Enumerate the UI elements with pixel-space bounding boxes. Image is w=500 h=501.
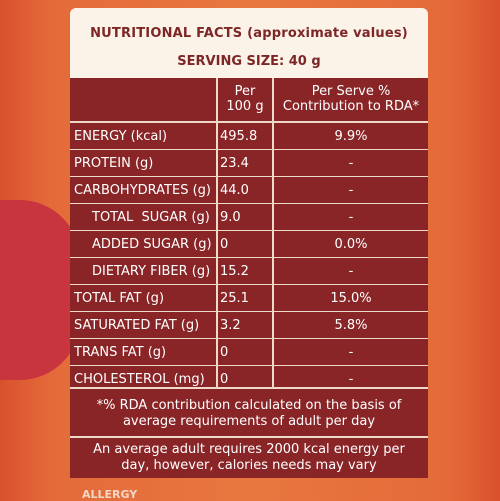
nutrition-table: Per 100 g Per Serve % Contribution to RD… (70, 78, 428, 478)
table-row: ENERGY (kcal) 495.8 9.9% (70, 123, 428, 150)
col-header-rda-line1: Per Serve % (311, 84, 391, 99)
col-header-rda-line2: Contribution to RDA* (282, 99, 420, 114)
rda-value: - (348, 183, 354, 198)
per100-value: 25.1 (220, 291, 249, 306)
per100-value: 3.2 (220, 318, 241, 333)
table-row: PROTEIN (g) 23.4 - (70, 150, 428, 177)
per100-value: 9.0 (220, 210, 241, 225)
nutrient-label: ENERGY (kcal) (74, 129, 168, 144)
table-row: CHOLESTEROL (mg) 0 - (70, 366, 428, 393)
grid-line (70, 436, 428, 438)
rda-note: *% RDA contribution calculated on the ba… (78, 398, 420, 430)
grid-line (70, 365, 428, 366)
rda-note-line1: *% RDA contribution calculated on the ba… (96, 398, 402, 413)
nutrient-label: CHOLESTEROL (mg) (74, 372, 205, 387)
nutrient-label: SATURATED FAT (g) (74, 318, 200, 333)
rda-value: 0.0% (334, 237, 368, 252)
rda-value: 9.9% (334, 129, 368, 144)
nutrient-label: DIETARY FIBER (g) (92, 264, 211, 279)
per100-value: 0 (220, 372, 229, 387)
energy-note: An average adult requires 2000 kcal ener… (78, 442, 420, 474)
allergy-heading-partial: ALLERGY (82, 488, 138, 501)
grid-line (70, 176, 428, 177)
per100-value: 0 (220, 345, 229, 360)
rda-value: - (348, 210, 354, 225)
per100-value: 15.2 (220, 264, 249, 279)
col-header-per100: Per 100 g (218, 84, 272, 114)
grid-line (70, 338, 428, 339)
nutrition-header: NUTRITIONAL FACTS (approximate values) S… (70, 8, 428, 78)
rda-value: - (348, 372, 354, 387)
grid-line (70, 149, 428, 150)
rda-value: 15.0% (330, 291, 372, 306)
col-header-per100-line2: 100 g (226, 99, 264, 114)
rda-value: - (348, 264, 354, 279)
nutrient-label: TRANS FAT (g) (74, 345, 167, 360)
table-row: TRANS FAT (g) 0 - (70, 339, 428, 366)
grid-line (70, 311, 428, 312)
nutrient-label: TOTAL FAT (g) (74, 291, 165, 306)
col-header-per100-line1: Per (234, 84, 256, 99)
grid-line (70, 230, 428, 231)
table-row: TOTAL SUGAR (g) 9.0 - (70, 204, 428, 231)
per100-value: 495.8 (220, 129, 258, 144)
rda-value: - (348, 345, 354, 360)
grid-line (216, 78, 218, 388)
energy-note-line2: day, however, calories needs may vary (121, 458, 377, 473)
table-row: ADDED SUGAR (g) 0 0.0% (70, 231, 428, 258)
nutrient-label: PROTEIN (g) (74, 156, 154, 171)
per100-value: 0 (220, 237, 229, 252)
col-header-rda: Per Serve % Contribution to RDA* (274, 84, 428, 114)
rda-value: - (348, 156, 354, 171)
grid-line (70, 257, 428, 258)
serving-size: SERVING SIZE: 40 g (177, 54, 321, 69)
table-row: CARBOHYDRATES (g) 44.0 - (70, 177, 428, 204)
grid-line (70, 121, 428, 123)
grid-line (70, 387, 428, 389)
decorative-red-shape (0, 200, 80, 380)
grid-line (272, 78, 274, 388)
rda-note-line2: average requirements of adult per day (122, 414, 376, 429)
energy-note-line1: An average adult requires 2000 kcal ener… (93, 442, 405, 457)
nutrient-label: ADDED SUGAR (g) (92, 237, 212, 252)
rda-value: 5.8% (334, 318, 368, 333)
per100-value: 23.4 (220, 156, 249, 171)
nutrient-label: TOTAL SUGAR (g) (92, 210, 210, 225)
grid-line (70, 203, 428, 204)
table-row: TOTAL FAT (g) 25.1 15.0% (70, 285, 428, 312)
grid-line (70, 284, 428, 285)
nutrition-title: NUTRITIONAL FACTS (approximate values) (90, 26, 408, 41)
table-row: SATURATED FAT (g) 3.2 5.8% (70, 312, 428, 339)
table-row: DIETARY FIBER (g) 15.2 - (70, 258, 428, 285)
per100-value: 44.0 (220, 183, 249, 198)
nutrient-label: CARBOHYDRATES (g) (74, 183, 211, 198)
